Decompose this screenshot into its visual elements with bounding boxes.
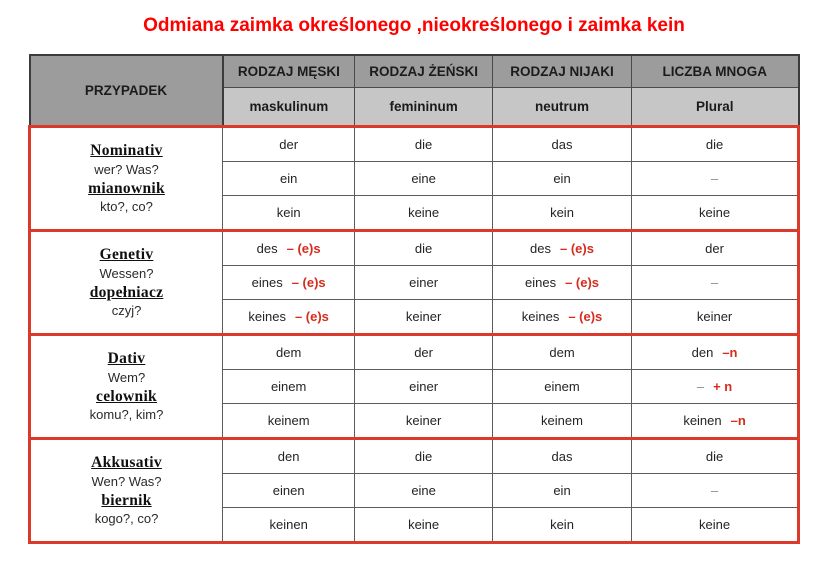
header-liczba-mnoga: LICZBA MNOGA <box>631 54 799 88</box>
header-row-gender: PRZYPADEK RODZAJ MĘSKI RODZAJ ŻEŃSKI ROD… <box>28 54 799 128</box>
table-cell: die <box>631 126 799 162</box>
table-cell: – <box>631 161 799 196</box>
case-name-german: Nominativ <box>90 142 163 160</box>
case-name-german: Dativ <box>107 350 146 368</box>
table-cell: einer <box>354 369 493 404</box>
table-cell: den <box>222 438 356 474</box>
header-rodzaj-nijaki: RODZAJ NIJAKI <box>491 54 633 88</box>
table-cell: keiner <box>354 299 493 335</box>
table-cell: kein <box>491 195 633 231</box>
case-question-german: wer? Was? <box>94 161 159 177</box>
subheader-plural: Plural <box>631 87 799 127</box>
table-cell: einem <box>222 369 356 404</box>
table-header: PRZYPADEK RODZAJ MĘSKI RODZAJ ŻEŃSKI ROD… <box>28 54 799 128</box>
table-cell: – + n <box>631 369 799 404</box>
case-name-polish: mianownik <box>88 179 165 197</box>
subheader-femininum: femininum <box>354 87 493 127</box>
table-cell: einem <box>491 369 633 404</box>
table-row: Nominativ wer? Was? mianownik kto?, co? … <box>28 126 799 231</box>
case-question-polish: czyj? <box>111 302 142 318</box>
table-cell: keines – (e)s <box>491 299 633 335</box>
subheader-neutrum: neutrum <box>491 87 633 127</box>
table-cell: ein <box>222 161 356 196</box>
corner-header-przypadek: PRZYPADEK <box>28 54 224 128</box>
table-cell: dem <box>222 334 356 370</box>
section-genetiv: Genetiv Wessen? dopełniacz czyj? des – (e… <box>28 230 799 335</box>
table-cell: einen <box>222 473 356 508</box>
case-cell-nominativ: Nominativ wer? Was? mianownik kto?, co? <box>28 126 224 231</box>
table-cell: keine <box>354 507 493 543</box>
table-cell: die <box>354 230 493 266</box>
table-cell: eine <box>354 161 493 196</box>
table-cell: der <box>222 126 356 162</box>
table-cell: – <box>631 473 799 508</box>
table-cell: eine <box>354 473 493 508</box>
header-rodzaj-meski: RODZAJ MĘSKI <box>222 54 356 88</box>
case-cell-genetiv: Genetiv Wessen? dopełniacz czyj? <box>28 230 224 335</box>
table-row: keinen keine kein keine <box>30 507 799 543</box>
table-cell: keiner <box>631 299 799 335</box>
header-rodzaj-zenski: RODZAJ ŻEŃSKI <box>354 54 493 88</box>
case-name-german: Akkusativ <box>91 454 162 472</box>
table-cell: keinen <box>222 507 356 543</box>
case-question-german: Wessen? <box>99 265 154 281</box>
case-cell-akkusativ: Akkusativ Wen? Was? biernik kogo?, co? <box>28 438 224 543</box>
table-cell: keine <box>631 195 799 231</box>
section-akkusativ: Akkusativ Wen? Was? biernik kogo?, co? d… <box>28 438 799 543</box>
table-cell: das <box>491 126 633 162</box>
table-row: Akkusativ Wen? Was? biernik kogo?, co? d… <box>28 438 799 543</box>
table-row: ein eine ein – <box>30 161 799 196</box>
header-row-latin: maskulinum femininum neutrum Plural <box>30 87 799 127</box>
table-cell: ein <box>491 473 633 508</box>
case-question-polish: komu?, kim? <box>89 406 164 422</box>
case-name-polish: celownik <box>96 387 157 405</box>
table-cell: eines – (e)s <box>491 265 633 300</box>
table-cell: den –n <box>631 334 799 370</box>
table-cell: keiner <box>354 403 493 439</box>
section-nominativ: Nominativ wer? Was? mianownik kto?, co? … <box>28 126 799 231</box>
page-title: Odmiana zaimka określonego ,nieokreślone… <box>143 15 685 36</box>
case-question-german: Wem? <box>107 369 146 385</box>
case-cell-dativ: Dativ Wem? celownik komu?, kim? <box>28 334 224 439</box>
case-question-german: Wen? Was? <box>91 473 162 489</box>
declension-table: PRZYPADEK RODZAJ MĘSKI RODZAJ ŻEŃSKI ROD… <box>28 54 800 544</box>
table-cell: des – (e)s <box>491 230 633 266</box>
section-dativ: Dativ Wem? celownik komu?, kim? dem der … <box>28 334 799 439</box>
table-cell: dem <box>491 334 633 370</box>
table-cell: das <box>491 438 633 474</box>
table-cell: die <box>354 438 493 474</box>
table-cell: der <box>631 230 799 266</box>
table-cell: der <box>354 334 493 370</box>
table-cell: keine <box>631 507 799 543</box>
table-cell: keinem <box>491 403 633 439</box>
table-cell: – <box>631 265 799 300</box>
case-question-polish: kogo?, co? <box>94 510 159 526</box>
table-cell: einer <box>354 265 493 300</box>
table-cell: die <box>354 126 493 162</box>
table-cell: keine <box>354 195 493 231</box>
table-cell: kein <box>491 507 633 543</box>
case-name-polish: biernik <box>101 491 152 509</box>
case-name-polish: dopełniacz <box>89 283 164 301</box>
table-cell: keinem <box>222 403 356 439</box>
case-name-german: Genetiv <box>99 246 154 264</box>
table-cell: kein <box>222 195 356 231</box>
subheader-maskulinum: maskulinum <box>222 87 356 127</box>
table-cell: keines – (e)s <box>222 299 356 335</box>
table-cell: keinen –n <box>631 403 799 439</box>
case-question-polish: kto?, co? <box>100 198 153 214</box>
table-cell: des – (e)s <box>222 230 356 266</box>
table-cell: eines – (e)s <box>222 265 356 300</box>
table-row: Genetiv Wessen? dopełniacz czyj? des – (e… <box>28 230 799 335</box>
table-row: Dativ Wem? celownik komu?, kim? dem der … <box>28 334 799 439</box>
table-cell: ein <box>491 161 633 196</box>
table-cell: die <box>631 438 799 474</box>
